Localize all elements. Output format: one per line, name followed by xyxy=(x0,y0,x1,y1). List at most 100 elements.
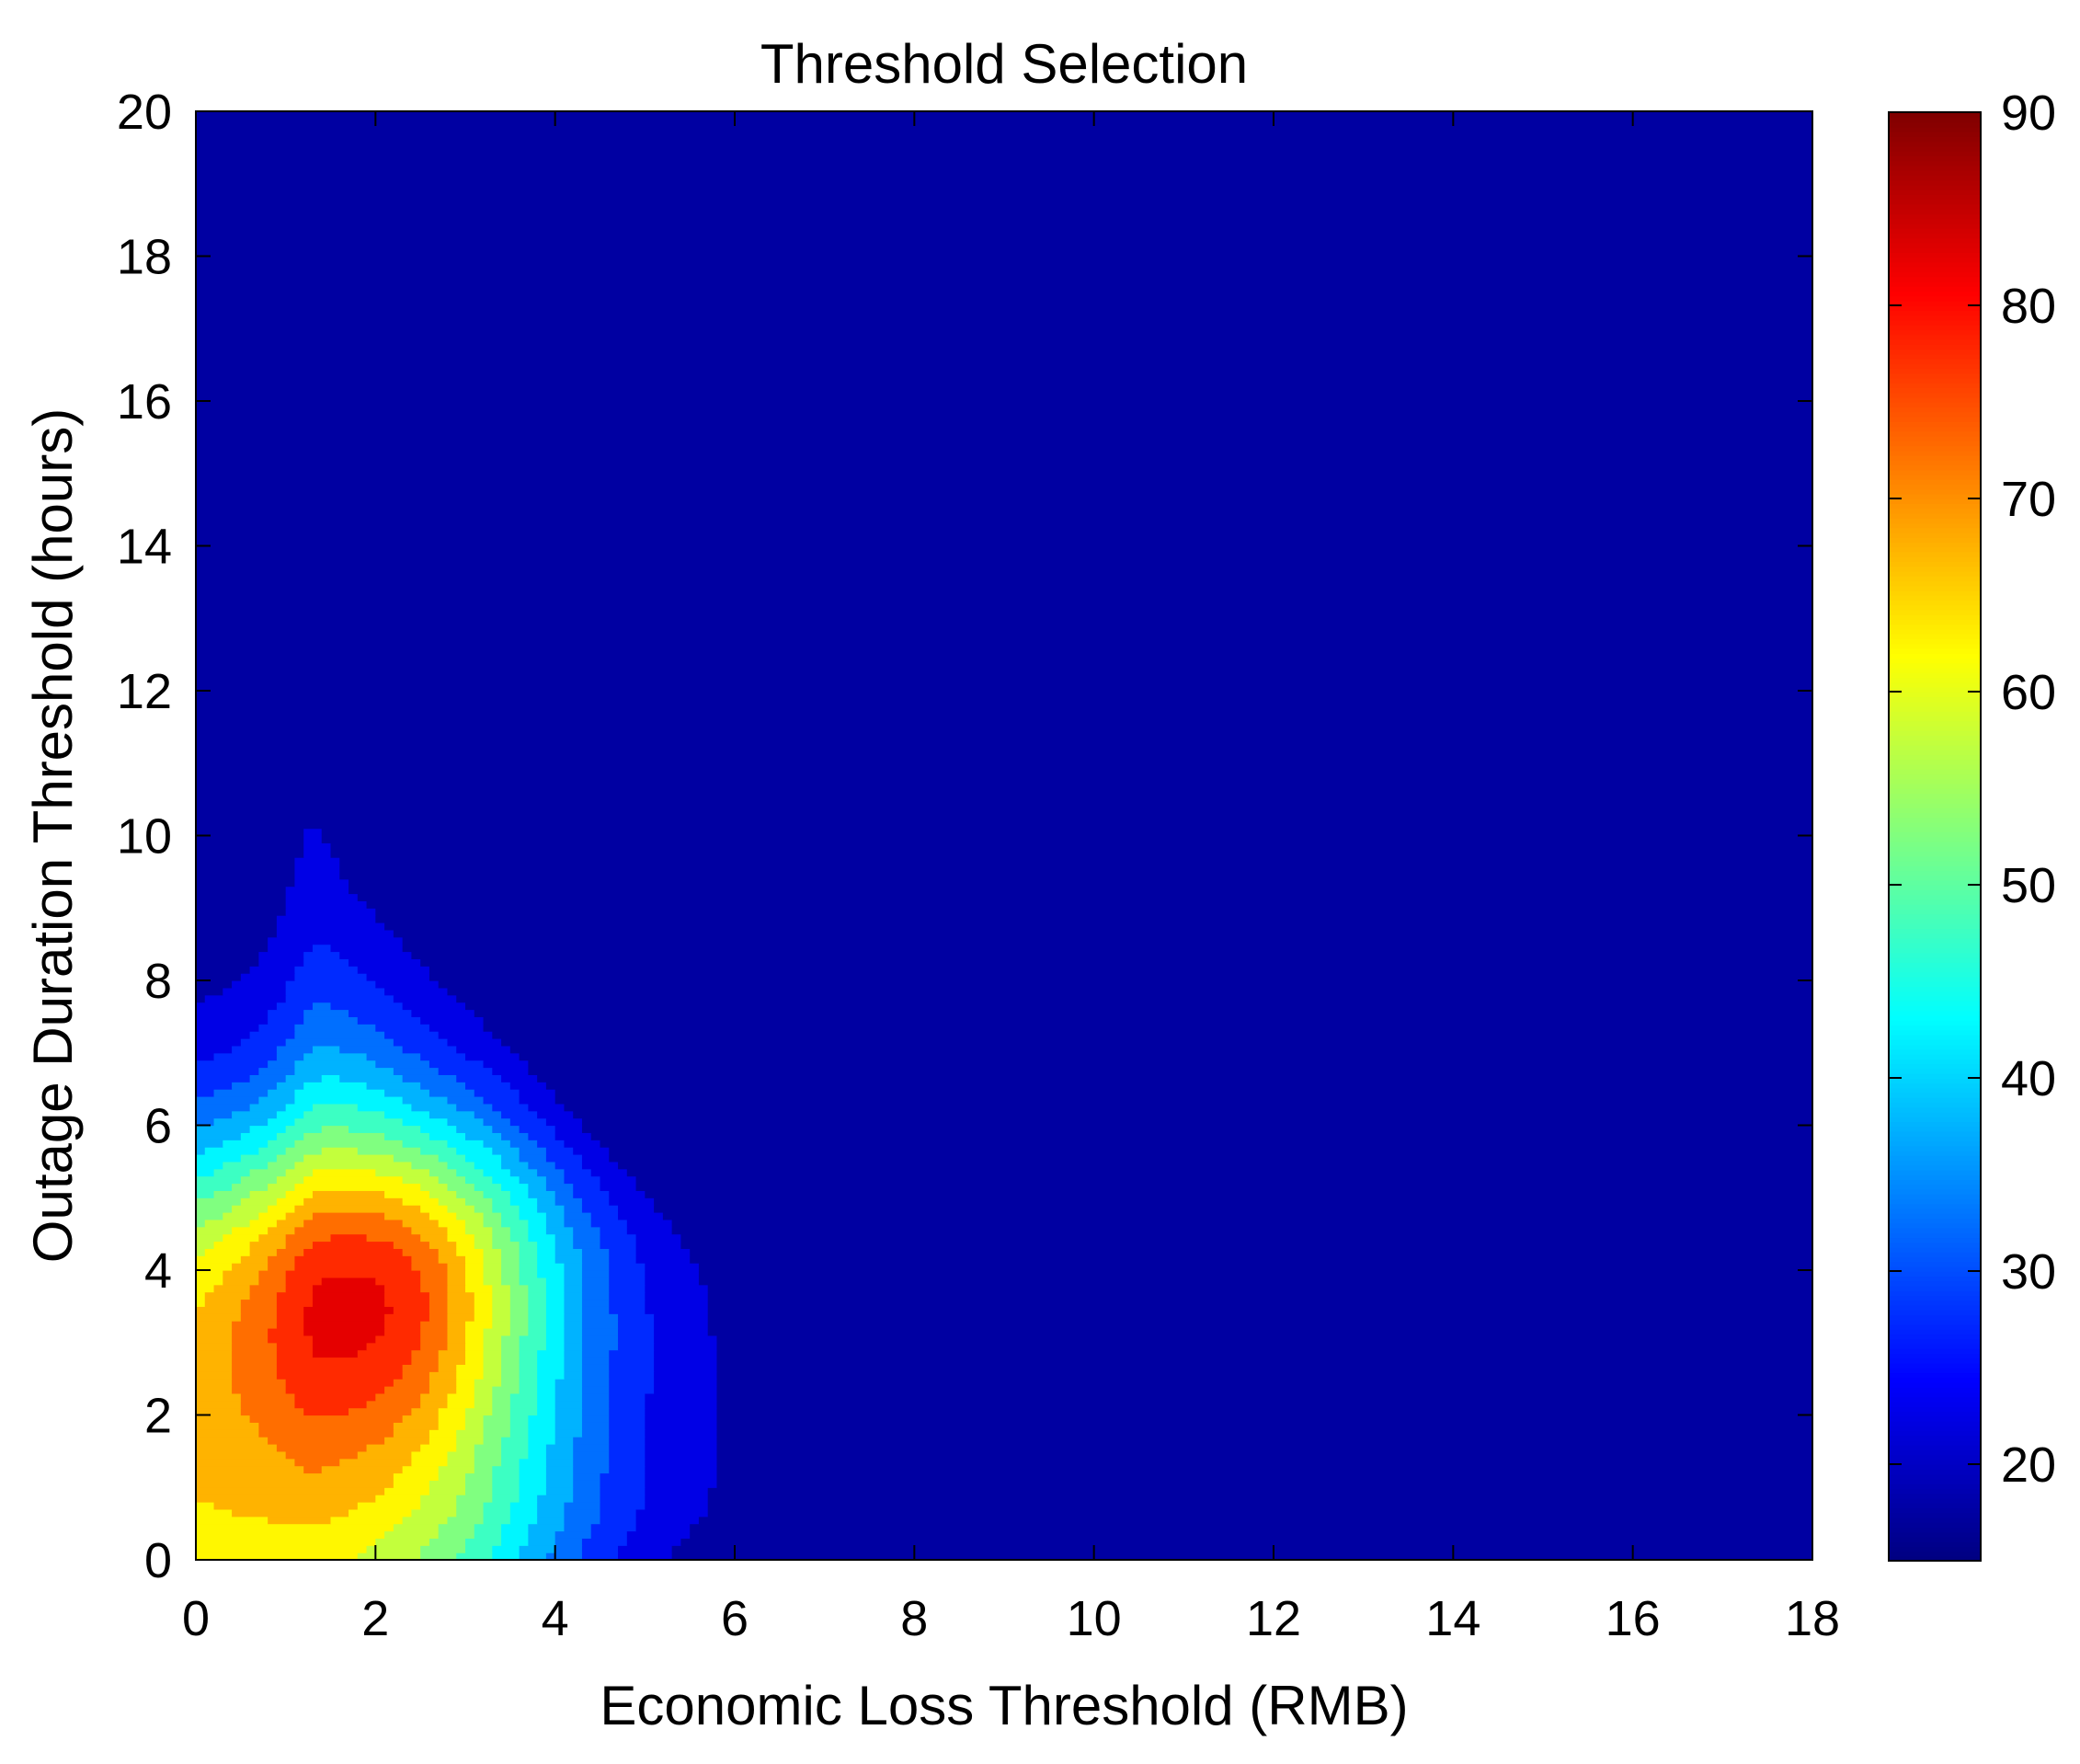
contour-band-75 xyxy=(312,1241,394,1249)
colorbar-segment xyxy=(1889,590,1981,596)
colorbar-segment xyxy=(1889,1232,1981,1239)
contour-band-40 xyxy=(519,1487,547,1495)
contour-band-50 xyxy=(420,1545,466,1553)
colorbar-segment xyxy=(1889,532,1981,538)
contour-band-30 xyxy=(312,1002,332,1011)
contour-band-30 xyxy=(581,1313,619,1322)
contour-band-60 xyxy=(249,1219,278,1228)
contour-band-15 xyxy=(716,1386,1813,1394)
contour-band-50 xyxy=(492,1392,511,1402)
contour-band-45 xyxy=(528,1306,547,1314)
contour-band-30 xyxy=(232,1082,278,1090)
contour-band-15 xyxy=(196,828,304,837)
colorbar-segment xyxy=(1889,1102,1981,1108)
contour-band-40 xyxy=(537,1270,566,1278)
colorbar-segment xyxy=(1889,1469,1981,1475)
contour-band-50 xyxy=(474,1465,493,1474)
colorbar-segment xyxy=(1889,170,1981,177)
contour-band-25 xyxy=(609,1429,646,1438)
contour-band-40 xyxy=(537,1407,556,1416)
contour-band-65 xyxy=(196,1306,242,1314)
contour-band-45 xyxy=(519,1241,538,1249)
contour-band-15 xyxy=(716,1342,1813,1351)
contour-band-35 xyxy=(465,1132,502,1140)
contour-band-40 xyxy=(537,1392,556,1402)
contour-band-65 xyxy=(249,1248,278,1256)
contour-band-55 xyxy=(438,1472,466,1481)
contour-band-20 xyxy=(366,973,430,981)
colorbar-segment xyxy=(1889,441,1981,447)
contour-band-25 xyxy=(618,1313,655,1322)
contour-band-75 xyxy=(276,1371,404,1380)
contour-band-35 xyxy=(312,1045,340,1054)
contour-band-30 xyxy=(420,1082,466,1090)
colorbar-segment xyxy=(1889,933,1981,939)
contour-band-50 xyxy=(483,1212,502,1220)
contour-band-45 xyxy=(294,1117,404,1127)
contour-band-45 xyxy=(285,1125,323,1133)
colorbar-segment xyxy=(1889,952,1981,958)
contour-band-40 xyxy=(537,1255,556,1264)
contour-band-50 xyxy=(447,1516,485,1525)
contour-band-15 xyxy=(196,349,1813,359)
contour-band-45 xyxy=(483,1516,511,1525)
contour-band-15 xyxy=(196,654,1813,663)
contour-band-15 xyxy=(196,893,287,901)
colorbar-segment xyxy=(1889,643,1981,649)
contour-band-65 xyxy=(196,1415,251,1423)
contour-band-25 xyxy=(609,1357,655,1365)
contour-band-35 xyxy=(564,1291,583,1300)
contour-band-25 xyxy=(564,1175,601,1185)
colorbar-segment xyxy=(1889,677,1981,683)
contour-band-50 xyxy=(509,1306,529,1314)
contour-band-30 xyxy=(196,1096,259,1105)
contour-band-50 xyxy=(249,1168,287,1177)
contour-band-30 xyxy=(564,1516,601,1525)
contour-band-65 xyxy=(447,1342,466,1351)
contour-band-15 xyxy=(501,1038,1813,1047)
contour-band-20 xyxy=(645,1291,709,1300)
contour-band-35 xyxy=(564,1357,583,1365)
contour-band-45 xyxy=(528,1321,547,1329)
contour-band-60 xyxy=(411,1458,449,1467)
contour-band-35 xyxy=(564,1334,583,1344)
colorbar-tick-label: 40 xyxy=(2001,1051,2056,1106)
contour-band-20 xyxy=(618,1545,673,1553)
colorbar-segment xyxy=(1889,711,1981,717)
colorbar-segment xyxy=(1889,1372,1981,1379)
colorbar-segment xyxy=(1889,653,1981,659)
contour-band-20 xyxy=(645,1422,718,1430)
colorbar-segment xyxy=(1889,1029,1981,1036)
contour-band-65 xyxy=(447,1328,466,1336)
contour-band-25 xyxy=(609,1422,646,1430)
contour-band-20 xyxy=(465,1052,520,1061)
contour-band-15 xyxy=(680,1538,1813,1546)
contour-band-15 xyxy=(196,256,1813,264)
contour-band-55 xyxy=(474,1386,493,1394)
contour-band-20 xyxy=(645,1400,718,1409)
contour-band-25 xyxy=(600,1487,646,1495)
colorbar-segment xyxy=(1889,802,1981,808)
contour-band-60 xyxy=(294,1183,421,1191)
colorbar-segment xyxy=(1889,1005,1981,1012)
contour-band-30 xyxy=(303,1016,359,1025)
colorbar-segment xyxy=(1889,1150,1981,1156)
contour-band-70 xyxy=(285,1450,359,1460)
contour-band-65 xyxy=(303,1197,404,1206)
contour-band-15 xyxy=(375,908,1813,916)
colorbar-segment xyxy=(1889,1092,1981,1098)
contour-band-15 xyxy=(438,980,1813,989)
colorbar-segment xyxy=(1889,696,1981,703)
contour-band-15 xyxy=(196,973,242,981)
contour-band-15 xyxy=(635,1175,1813,1185)
contour-band-40 xyxy=(528,1450,547,1460)
contour-band-30 xyxy=(573,1465,610,1474)
colorbar-segment xyxy=(1889,112,1981,119)
contour-band-40 xyxy=(528,1444,547,1452)
x-tick-label: 12 xyxy=(1246,1591,1301,1646)
contour-band-65 xyxy=(196,1379,233,1387)
contour-band-15 xyxy=(196,495,1813,503)
contour-band-35 xyxy=(366,1082,421,1090)
contour-band-15 xyxy=(716,1371,1813,1380)
contour-band-15 xyxy=(196,321,1813,329)
